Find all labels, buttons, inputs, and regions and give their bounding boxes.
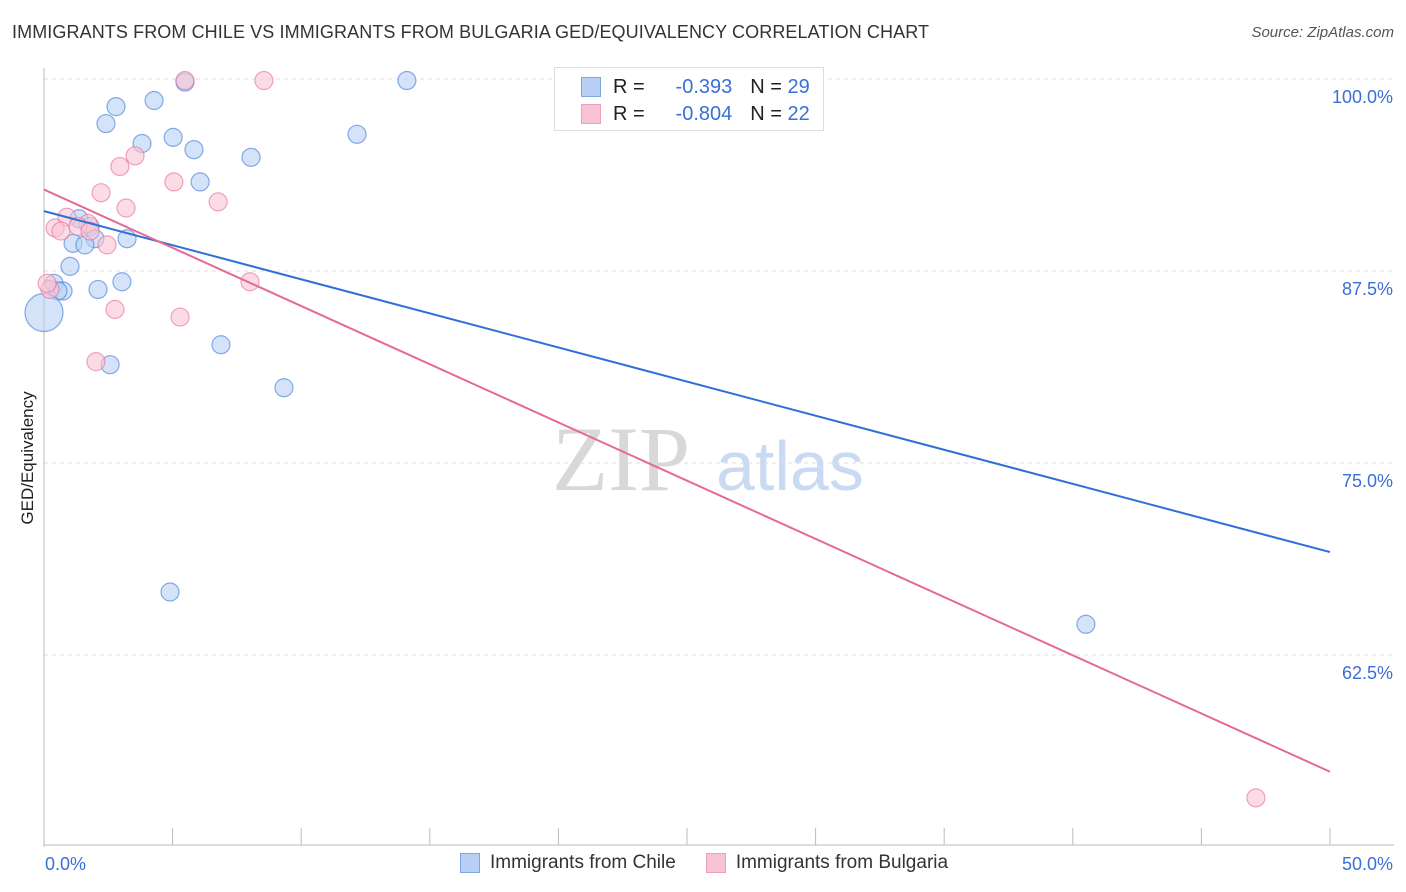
data-point-bulgaria xyxy=(170,307,190,327)
n-label: N = xyxy=(750,102,782,125)
stats-legend: R = -0.393 N = 29 R = -0.804 N = 22 xyxy=(554,67,824,131)
data-point-chile xyxy=(96,113,116,134)
data-point-chile xyxy=(241,147,261,167)
data-point-chile xyxy=(144,90,164,111)
data-point-bulgaria xyxy=(51,221,71,241)
data-point-chile xyxy=(163,127,183,147)
y-tick-label: 100.0% xyxy=(1332,87,1393,107)
legend-item-bulgaria[interactable]: Immigrants from Bulgaria xyxy=(705,852,949,874)
data-point-bulgaria xyxy=(105,299,125,319)
y-tick-label: 87.5% xyxy=(1342,279,1393,299)
n-value: 29 xyxy=(787,75,810,98)
data-point-chile xyxy=(211,335,231,355)
r-label: R = xyxy=(613,102,645,125)
watermark-atlas: atlas xyxy=(716,427,864,505)
series-legend: Immigrants from Chile Immigrants from Bu… xyxy=(460,852,978,874)
data-point-bulgaria xyxy=(37,273,57,293)
chile-swatch xyxy=(460,853,480,873)
r-label: R = xyxy=(613,75,645,98)
data-point-chile xyxy=(160,582,180,602)
chile-swatch xyxy=(581,77,601,97)
data-point-chile xyxy=(24,292,64,333)
data-point-chile xyxy=(274,378,294,398)
y-tick-label: 75.0% xyxy=(1342,471,1393,491)
data-point-bulgaria xyxy=(1246,788,1266,808)
chart-title: IMMIGRANTS FROM CHILE VS IMMIGRANTS FROM… xyxy=(12,22,930,42)
source-text: Source: ZipAtlas.com xyxy=(1251,24,1394,41)
n-label: N = xyxy=(750,75,782,98)
y-tick-label: 62.5% xyxy=(1342,663,1393,683)
data-point-chile xyxy=(88,279,108,300)
data-point-bulgaria xyxy=(86,352,106,372)
legend-label: Immigrants from Bulgaria xyxy=(735,852,949,873)
legend-row-bulgaria: R = -0.804 N = 22 xyxy=(581,101,810,127)
bulgaria-swatch xyxy=(705,853,726,873)
data-point-chile xyxy=(106,97,126,117)
watermark-zip: ZIP xyxy=(552,408,690,510)
data-point-bulgaria xyxy=(116,198,136,218)
data-point-bulgaria xyxy=(80,221,100,241)
legend-row-chile: R = -0.393 N = 29 xyxy=(581,74,810,100)
data-point-chile xyxy=(184,140,204,160)
data-point-chile xyxy=(1076,614,1096,634)
trend-line-chile xyxy=(43,210,1331,554)
r-value: -0.393 xyxy=(675,75,733,98)
data-point-bulgaria xyxy=(125,146,145,166)
x-tick-label: 0.0% xyxy=(45,854,86,874)
data-point-bulgaria xyxy=(97,235,117,255)
data-point-bulgaria xyxy=(91,183,111,203)
data-point-chile xyxy=(190,172,210,192)
legend-item-chile[interactable]: Immigrants from Chile xyxy=(460,852,676,874)
data-point-bulgaria xyxy=(164,172,184,192)
bulgaria-swatch xyxy=(581,104,601,124)
data-point-chile xyxy=(112,272,132,292)
data-point-bulgaria xyxy=(240,272,260,292)
data-point-bulgaria xyxy=(175,70,195,91)
data-point-bulgaria xyxy=(254,70,274,91)
data-point-bulgaria xyxy=(110,156,130,177)
r-value: -0.804 xyxy=(675,102,733,125)
data-point-chile xyxy=(397,70,417,91)
data-point-bulgaria xyxy=(208,192,228,212)
data-point-chile xyxy=(60,256,80,276)
legend-label: Immigrants from Chile xyxy=(490,852,676,873)
data-point-chile xyxy=(347,124,367,144)
x-tick-label: 50.0% xyxy=(1342,854,1393,874)
trend-line-bulgaria xyxy=(43,188,1331,773)
n-value: 22 xyxy=(787,102,810,125)
